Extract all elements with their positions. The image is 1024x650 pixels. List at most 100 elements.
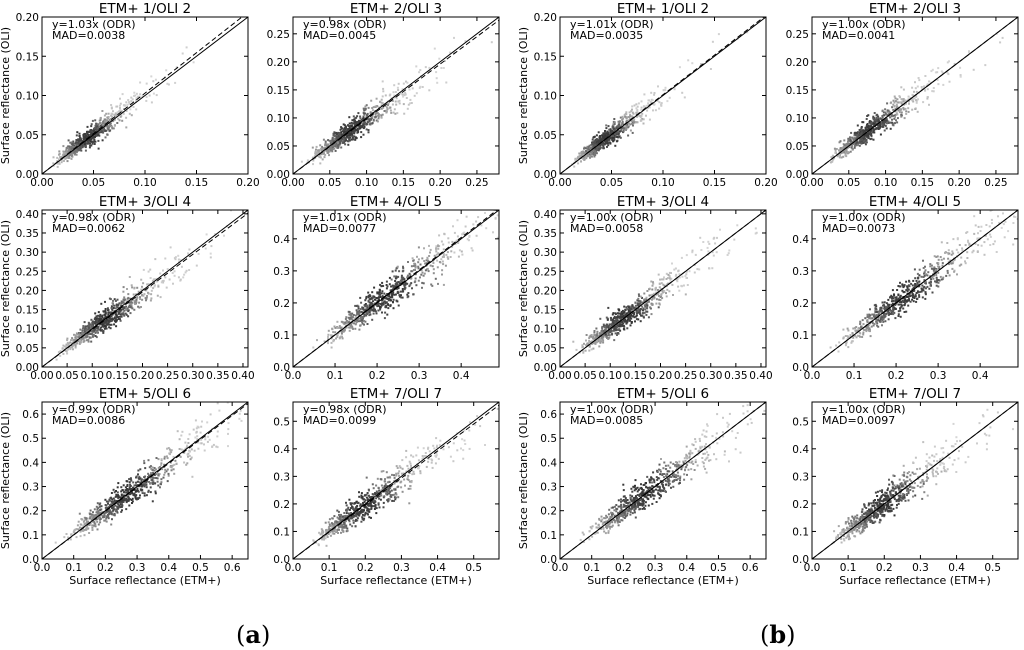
scatter-point: [78, 332, 80, 334]
scatter-point: [643, 304, 646, 307]
scatter-point: [597, 131, 600, 134]
scatter-point: [112, 110, 114, 113]
odr-fit-line: [560, 17, 765, 174]
scatter-point: [93, 143, 96, 145]
scatter-point: [119, 109, 122, 112]
scatter-point: [602, 143, 604, 146]
y-tick-label: 0.20: [534, 12, 557, 24]
scatter-point: [443, 232, 446, 235]
scatter-point: [647, 99, 650, 102]
scatter-point: [853, 132, 856, 135]
scatter-point: [364, 303, 367, 305]
scatter-point: [117, 316, 119, 319]
scatter-point: [685, 273, 688, 276]
scatter-point: [120, 304, 123, 307]
scatter-point: [646, 304, 649, 307]
scatter-point: [625, 111, 628, 114]
scatter-point: [591, 141, 594, 144]
scatter-point: [384, 94, 387, 97]
scatter-point: [122, 112, 125, 115]
scatter-point: [122, 290, 125, 293]
scatter-point: [442, 263, 445, 266]
y-tick-label: 0.25: [534, 266, 557, 278]
scatter-point: [143, 293, 146, 296]
scatter-point: [65, 150, 68, 153]
scatter-point: [490, 41, 493, 44]
scatter-point: [171, 272, 174, 274]
scatter-point: [851, 148, 854, 151]
scatter-point: [903, 100, 905, 103]
scatter-point: [52, 156, 55, 159]
scatter-point: [438, 234, 441, 237]
scatter-point: [66, 337, 69, 340]
scatter-point: [348, 126, 351, 129]
scatter-point: [67, 150, 70, 153]
scatter-point: [380, 104, 383, 107]
scatter-point: [397, 275, 400, 278]
scatter-point: [362, 317, 364, 320]
scatter-point: [353, 122, 356, 125]
scatter-point: [141, 298, 144, 301]
scatter-point: [590, 348, 593, 351]
scatter-point: [633, 316, 636, 319]
scatter-point: [395, 97, 398, 100]
scatter-point: [870, 134, 873, 137]
scatter-point: [606, 145, 608, 148]
scatter-point: [365, 295, 368, 298]
scatter-point: [344, 126, 347, 129]
scatter-point: [382, 301, 385, 304]
scatter-point: [58, 162, 61, 165]
scatter-point: [116, 105, 119, 108]
scatter-point: [405, 97, 408, 99]
scatter-point: [331, 327, 334, 330]
scatter-point: [106, 319, 109, 322]
scatter-point: [350, 130, 353, 133]
scatter-point: [410, 277, 413, 280]
scatter-point: [127, 306, 130, 308]
scatter-point: [91, 119, 94, 122]
scatter-point: [657, 85, 659, 88]
scatter-point: [150, 297, 153, 300]
scatter-point: [354, 314, 357, 317]
scatter-point: [453, 231, 456, 234]
scatter-point: [888, 111, 891, 114]
scatter-point: [92, 131, 95, 134]
scatter-point: [88, 326, 91, 329]
scatter-point: [400, 294, 402, 297]
scatter-point: [624, 314, 627, 316]
scatter-point: [154, 78, 157, 81]
scatter-point: [628, 316, 631, 319]
scatter-point: [79, 328, 82, 331]
scatter-point: [864, 143, 867, 146]
scatter-point: [673, 268, 676, 271]
scatter-point: [369, 313, 372, 316]
scatter-point: [323, 340, 326, 343]
scatter-point: [315, 148, 317, 151]
scatter-point: [77, 138, 80, 141]
scatter-point: [429, 264, 432, 267]
scatter-point: [333, 147, 336, 150]
scatter-point: [403, 112, 406, 115]
scatter-point: [642, 301, 645, 304]
scatter-point: [113, 298, 116, 301]
scatter-point: [573, 165, 576, 168]
scatter-point: [116, 298, 119, 301]
scatter-point: [618, 130, 621, 133]
scatter-point: [119, 115, 122, 118]
scatter-point: [364, 105, 367, 108]
y-tick-label: 0.35: [534, 228, 557, 240]
scatter-point: [613, 127, 616, 130]
scatter-point: [428, 89, 431, 92]
scatter-point: [866, 123, 869, 125]
scatter-point: [625, 125, 628, 128]
scatter-point: [583, 156, 585, 159]
scatter-point: [601, 139, 604, 142]
scatter-point: [667, 282, 670, 285]
scatter-point: [361, 124, 364, 127]
scatter-point: [867, 114, 870, 117]
scatter-point: [858, 144, 861, 147]
scatter-point: [900, 305, 903, 308]
scatter-point: [485, 227, 488, 230]
scatter-point: [429, 251, 431, 254]
scatter-point: [634, 121, 637, 124]
